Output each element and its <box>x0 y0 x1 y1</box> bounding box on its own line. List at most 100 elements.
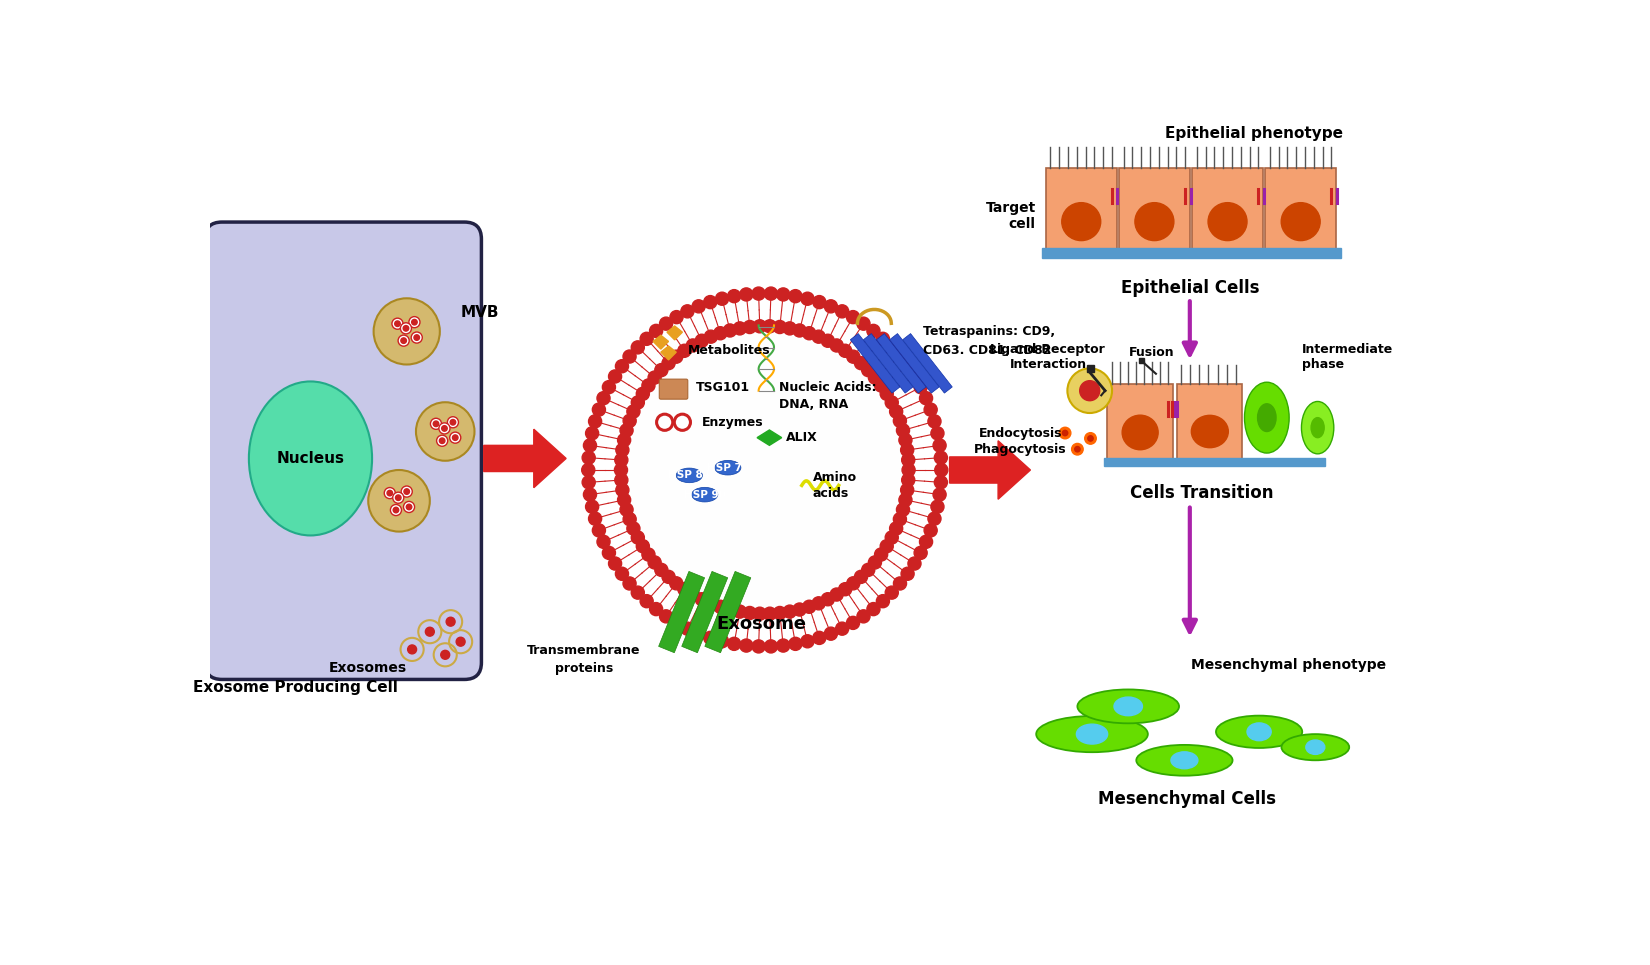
Text: TSG101: TSG101 <box>695 381 749 394</box>
Circle shape <box>777 639 790 652</box>
Ellipse shape <box>1312 418 1325 438</box>
Circle shape <box>592 403 606 416</box>
Circle shape <box>784 322 797 335</box>
Polygon shape <box>757 430 782 446</box>
Circle shape <box>640 594 653 608</box>
Circle shape <box>879 539 893 553</box>
Circle shape <box>627 405 640 418</box>
Circle shape <box>597 392 610 404</box>
Circle shape <box>800 635 813 648</box>
Circle shape <box>401 486 412 497</box>
Circle shape <box>406 504 412 510</box>
Circle shape <box>908 370 921 383</box>
Circle shape <box>447 417 459 427</box>
Circle shape <box>404 489 409 494</box>
Circle shape <box>586 500 599 513</box>
Text: DNA, RNA: DNA, RNA <box>779 398 848 411</box>
Text: Mesenchymal Cells: Mesenchymal Cells <box>1097 789 1275 808</box>
Circle shape <box>648 556 662 569</box>
Circle shape <box>927 415 940 427</box>
Circle shape <box>733 322 746 335</box>
Ellipse shape <box>1244 382 1289 453</box>
Circle shape <box>934 452 947 464</box>
Circle shape <box>592 524 606 537</box>
Circle shape <box>846 617 860 629</box>
Circle shape <box>716 635 729 648</box>
Circle shape <box>655 564 668 576</box>
Circle shape <box>582 452 596 464</box>
Polygon shape <box>705 571 751 652</box>
Circle shape <box>932 439 945 452</box>
Circle shape <box>401 322 411 334</box>
Circle shape <box>924 403 937 416</box>
Text: Nucleus: Nucleus <box>277 451 345 466</box>
Circle shape <box>1074 447 1081 452</box>
Polygon shape <box>863 334 912 393</box>
Circle shape <box>914 380 927 394</box>
Circle shape <box>691 300 705 313</box>
Text: Tetraspanins: CD9,: Tetraspanins: CD9, <box>922 325 1054 338</box>
Circle shape <box>812 330 825 344</box>
Circle shape <box>733 605 746 619</box>
Circle shape <box>794 324 807 337</box>
Circle shape <box>723 324 736 337</box>
Circle shape <box>384 487 396 499</box>
Circle shape <box>446 618 455 626</box>
Ellipse shape <box>1135 203 1173 240</box>
Circle shape <box>609 557 622 570</box>
Circle shape <box>884 396 898 409</box>
Circle shape <box>615 567 629 580</box>
Circle shape <box>931 500 944 513</box>
Circle shape <box>411 319 417 325</box>
Text: Exosome: Exosome <box>716 615 805 633</box>
Circle shape <box>856 317 870 330</box>
Ellipse shape <box>1302 401 1333 454</box>
Polygon shape <box>653 335 668 349</box>
Ellipse shape <box>714 460 741 475</box>
Text: Target
cell: Target cell <box>985 201 1036 231</box>
Circle shape <box>901 360 914 372</box>
Circle shape <box>777 288 790 301</box>
Ellipse shape <box>1122 415 1158 450</box>
Circle shape <box>1059 427 1071 439</box>
Bar <box>1191 168 1262 255</box>
Circle shape <box>624 414 637 427</box>
Polygon shape <box>850 334 899 393</box>
Circle shape <box>901 444 914 456</box>
Circle shape <box>893 577 906 590</box>
Ellipse shape <box>1077 689 1180 724</box>
Ellipse shape <box>1137 745 1233 776</box>
Text: Epithelial phenotype: Epithelial phenotype <box>1165 126 1343 141</box>
Circle shape <box>825 627 838 640</box>
Circle shape <box>615 474 629 486</box>
Circle shape <box>686 588 700 601</box>
Circle shape <box>752 319 766 333</box>
Circle shape <box>893 414 906 427</box>
Ellipse shape <box>1257 403 1275 431</box>
Circle shape <box>728 290 741 303</box>
Circle shape <box>670 617 683 629</box>
Circle shape <box>393 508 399 512</box>
Text: phase: phase <box>1302 358 1345 371</box>
Circle shape <box>617 493 630 507</box>
Circle shape <box>714 600 728 614</box>
Circle shape <box>764 607 777 620</box>
Bar <box>1104 458 1325 466</box>
Circle shape <box>632 341 645 354</box>
Polygon shape <box>667 326 683 340</box>
Circle shape <box>802 327 815 340</box>
Circle shape <box>393 318 403 329</box>
Polygon shape <box>876 334 926 393</box>
Circle shape <box>846 577 860 590</box>
Bar <box>1138 358 1145 363</box>
Circle shape <box>691 627 705 640</box>
Polygon shape <box>660 346 676 360</box>
Circle shape <box>830 339 843 352</box>
Circle shape <box>752 287 766 300</box>
Circle shape <box>861 364 875 376</box>
Circle shape <box>681 622 695 635</box>
Circle shape <box>681 305 695 317</box>
Circle shape <box>648 371 662 384</box>
Circle shape <box>899 433 912 447</box>
Circle shape <box>624 512 637 526</box>
